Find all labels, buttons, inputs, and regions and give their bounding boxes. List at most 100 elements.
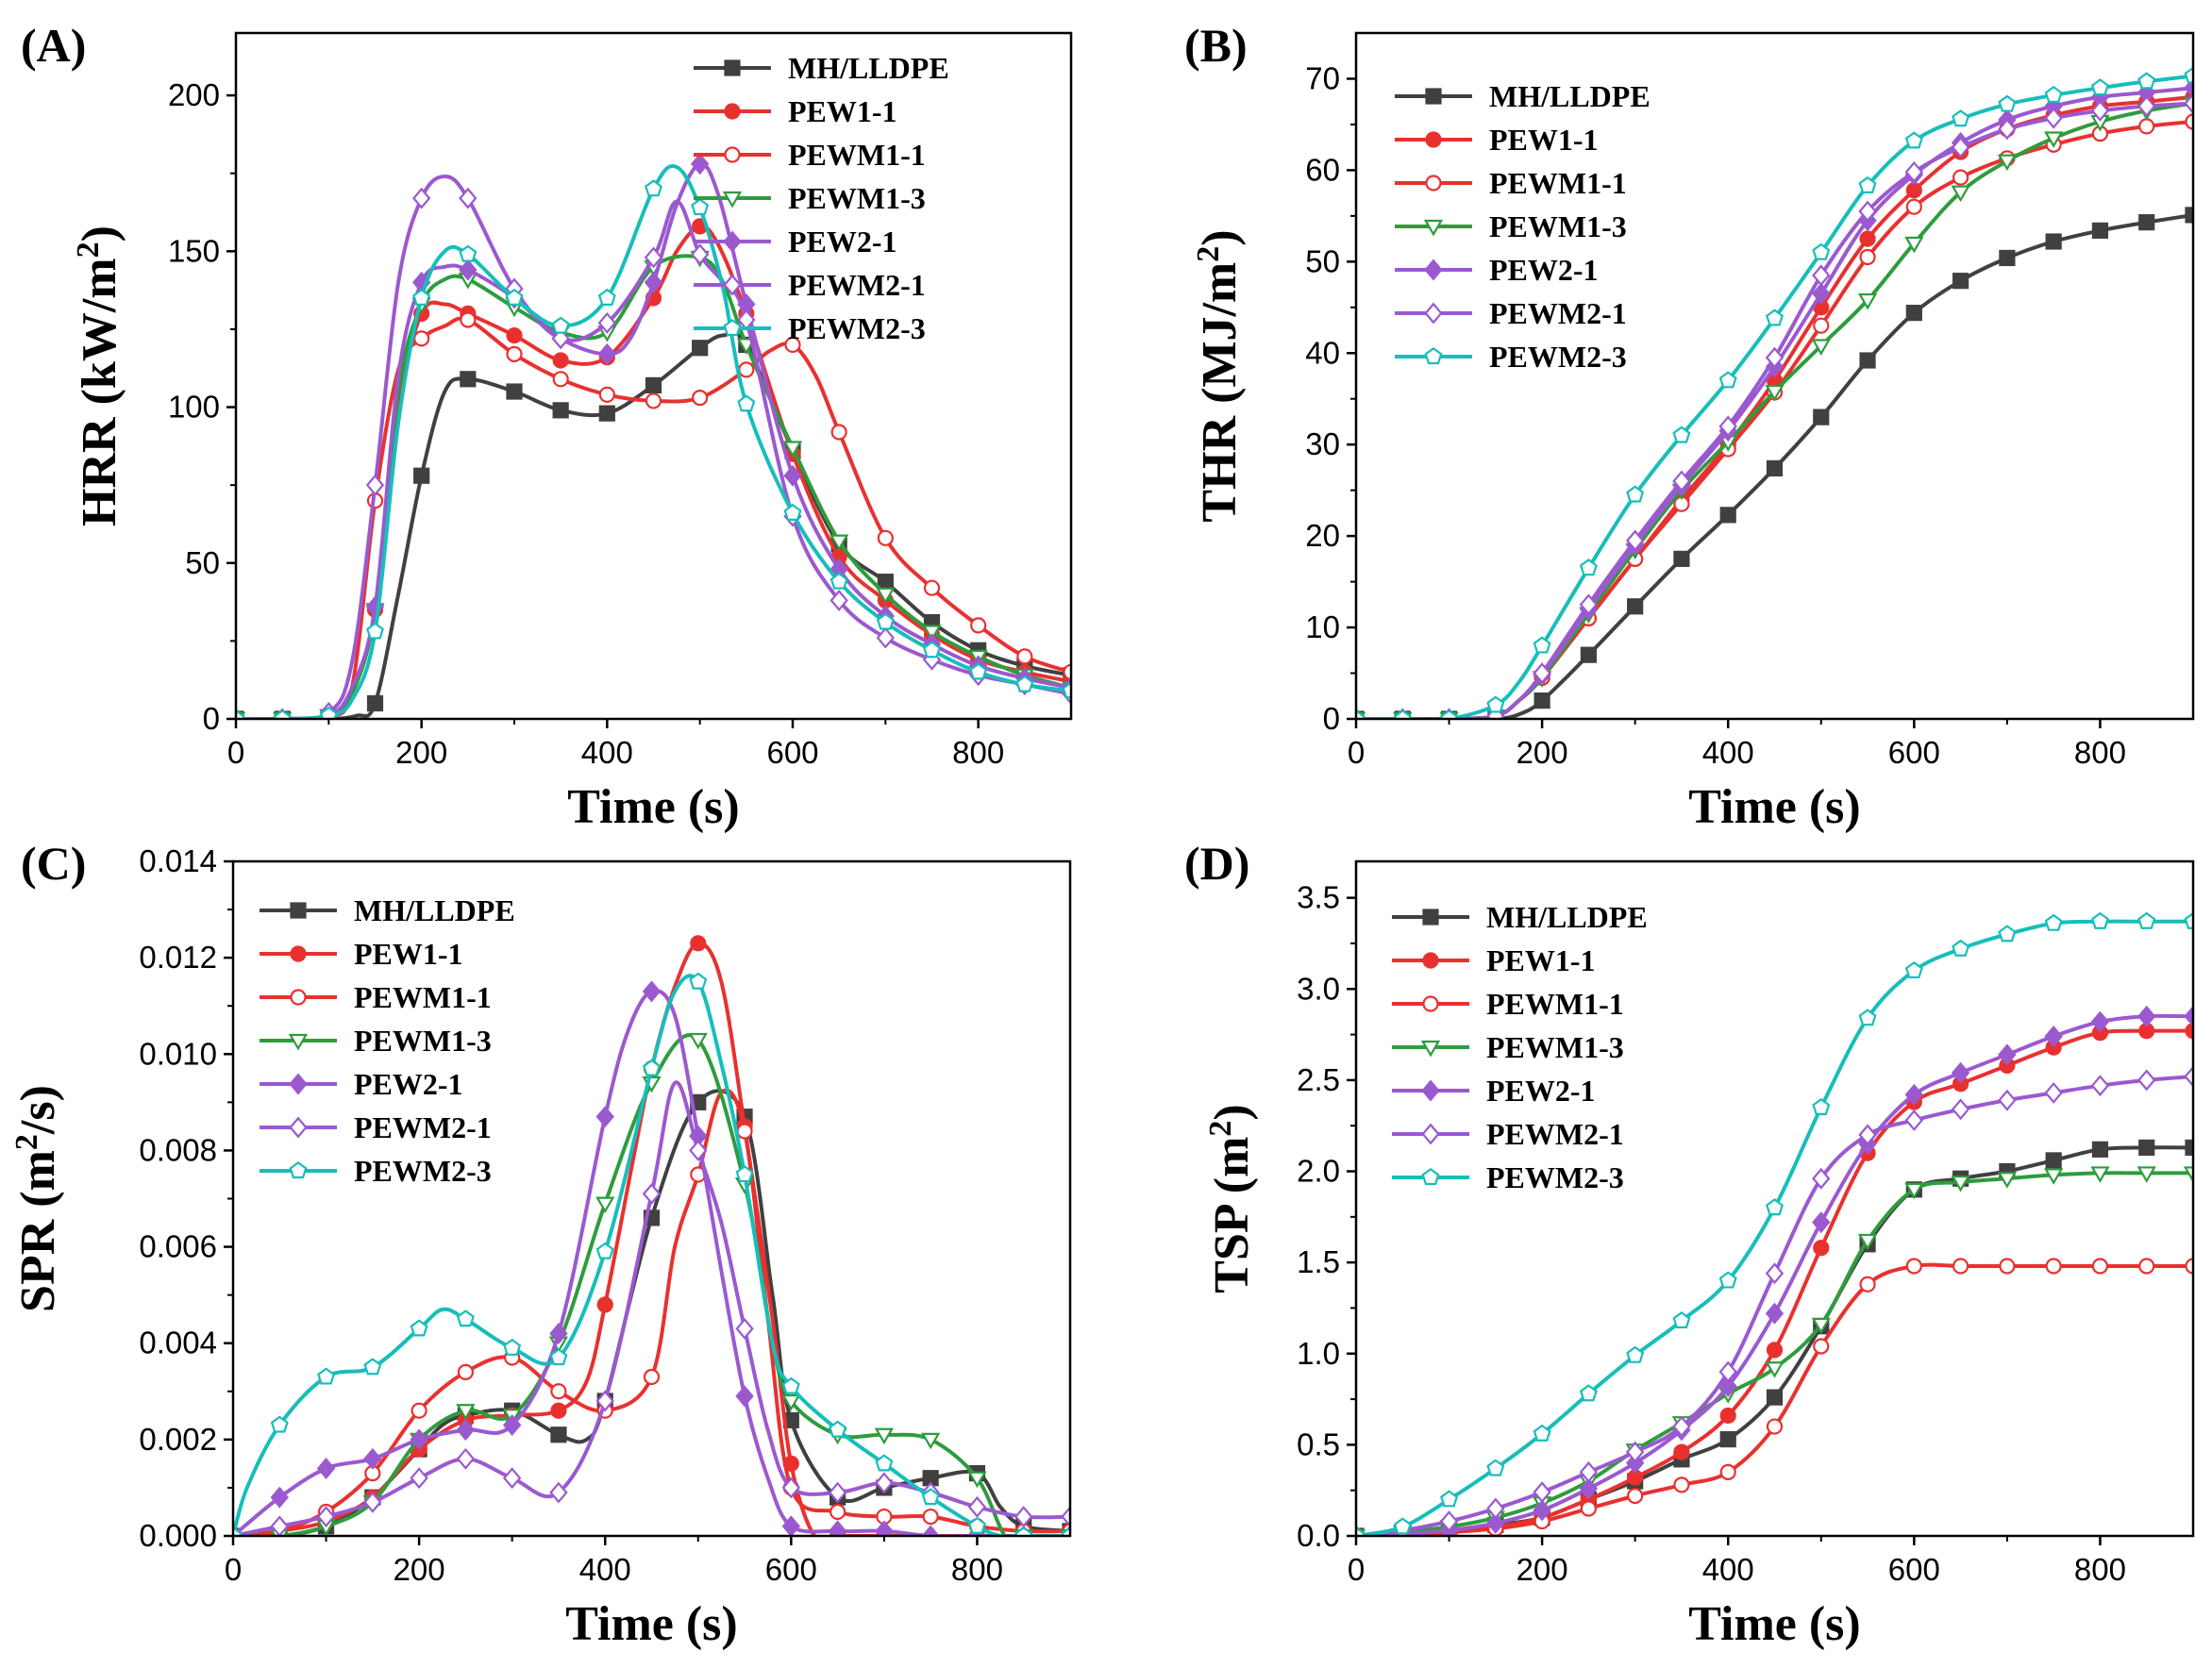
legend-item-PEWM1-3: PEWM1-3 (1392, 1030, 1624, 1064)
data-point (1952, 169, 1969, 186)
data-point (1719, 1463, 1736, 1480)
legend: MH/LLDPE PEW1-1 PEWM1-1 PEWM1-3 PEW2-1 PEWM2-… (694, 51, 949, 345)
legend-label: PEWM2-3 (788, 311, 926, 345)
data-point (2137, 95, 2156, 117)
plot-frame (234, 31, 1073, 721)
data-point (1997, 1172, 2018, 1189)
data-point (1719, 1430, 1736, 1448)
data-point (1951, 1061, 1970, 1084)
data-point (551, 316, 570, 334)
y-label-end: ) (1193, 229, 1247, 245)
data-point (1718, 1376, 1737, 1397)
x-tick-label: 600 (765, 1552, 817, 1587)
legend-label: PEW1-1 (354, 937, 463, 971)
data-point (456, 1404, 476, 1421)
legend-item-MH/LLDPE: MH/LLDPE (1392, 900, 1648, 934)
data-point (1533, 1424, 1551, 1442)
legend-label: PEWM2-3 (1489, 340, 1627, 374)
data-point (270, 1486, 289, 1509)
data-point (595, 1196, 615, 1214)
legend-item-PEW2-1: PEW2-1 (694, 225, 897, 259)
data-point (2184, 66, 2193, 84)
legend-item-PEW2-1: PEW2-1 (1395, 253, 1599, 287)
data-point (783, 503, 802, 521)
y-label-sup: 2 (1191, 246, 1226, 262)
data-point (1533, 1499, 1551, 1522)
data-point (1765, 1361, 1785, 1378)
data-point (1904, 1182, 1924, 1200)
data-point (2138, 1258, 2155, 1275)
data-point (2090, 99, 2110, 122)
panel-label: (D) (1184, 837, 1249, 890)
data-point (1486, 1512, 1505, 1534)
data-point (459, 259, 478, 281)
x-tick-label: 200 (1517, 735, 1568, 770)
data-point (1812, 282, 1831, 305)
legend: MH/LLDPE PEW1-1 PEWM1-1 PEWM1-3 PEW2-1 PEWM2-… (260, 893, 515, 1188)
data-point (551, 327, 570, 350)
legend-item-PEWM1-3: PEWM1-3 (694, 181, 926, 215)
y-label-sup: 2 (1203, 1121, 1238, 1137)
y-label-main: THR (MJ/m (1193, 262, 1247, 523)
data-point (1718, 371, 1737, 389)
data-point (1062, 681, 1071, 699)
legend-marker (289, 1116, 308, 1139)
data-point (597, 311, 617, 334)
legend-label: MH/LLDPE (1489, 79, 1651, 113)
data-point (645, 179, 662, 197)
data-point (460, 311, 477, 328)
y-tick-label: 0.006 (139, 1229, 217, 1264)
data-point (1858, 1009, 1877, 1026)
y-tick-label: 0.008 (139, 1132, 217, 1167)
data-point (1905, 198, 1922, 215)
data-point (2137, 1166, 2156, 1183)
data-point (549, 1348, 568, 1366)
data-point (1673, 1476, 1690, 1493)
data-point (1859, 248, 1876, 266)
data-point (1063, 663, 1071, 681)
x-tick-label: 200 (394, 1552, 445, 1587)
data-point (413, 330, 430, 347)
data-point (273, 709, 292, 719)
data-point (1014, 1526, 1033, 1536)
legend-label: PEWM2-1 (1489, 296, 1627, 330)
data-point (2185, 1139, 2193, 1156)
data-point (781, 1476, 801, 1499)
data-point (1486, 695, 1505, 713)
legend-label: PEW1-1 (788, 94, 897, 128)
data-point (1765, 384, 1785, 402)
y-tick-label: 0 (1323, 701, 1340, 736)
data-point (1952, 1258, 1969, 1275)
data-point (1951, 1098, 1970, 1121)
legend-marker (1424, 302, 1443, 325)
legend-marker (1421, 1168, 1440, 1186)
data-point (1673, 550, 1690, 567)
data-point (1579, 1384, 1598, 1402)
data-point (1858, 1124, 1877, 1146)
series-PEW2-1 (1356, 76, 2193, 719)
data-point (317, 1367, 336, 1385)
legend-marker (1421, 1079, 1440, 1102)
x-tick-label: 800 (952, 735, 1004, 770)
x-tick-label: 400 (1702, 1552, 1754, 1587)
data-point (2090, 1166, 2110, 1183)
legend-marker (722, 191, 743, 208)
data-point (2045, 233, 2062, 250)
legend-item-PEWM2-1: PEWM2-1 (260, 1110, 492, 1144)
series-PEWM2-1 (233, 1080, 1070, 1536)
series-PEWM2-3 (233, 972, 1070, 1536)
data-point (460, 371, 477, 388)
data-point (830, 572, 848, 590)
data-point (1858, 200, 1877, 223)
legend-label: PEWM1-3 (1489, 209, 1627, 243)
y-tick-label: 0.0 (1297, 1518, 1340, 1553)
data-point (1999, 1258, 2016, 1275)
data-point (967, 1471, 987, 1489)
legend-marker (290, 902, 307, 919)
panel-label: (A) (21, 19, 86, 72)
data-point (1718, 415, 1737, 438)
data-point (645, 376, 662, 394)
data-point (2091, 1141, 2109, 1158)
y-tick-label: 10 (1305, 609, 1340, 644)
data-point (1951, 185, 1970, 203)
